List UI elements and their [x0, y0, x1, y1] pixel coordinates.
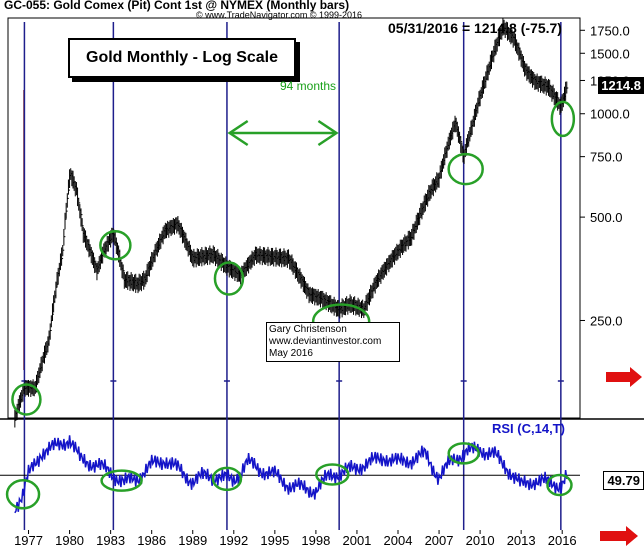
x-tick-label: 1977: [14, 533, 43, 548]
red-arrow-icon: [600, 526, 638, 546]
rsi-cycle-low-highlight: [315, 463, 350, 486]
credit-date: May 2016: [269, 348, 313, 359]
price-cycle-low-highlight: [550, 100, 576, 138]
x-tick-label: 2010: [466, 533, 495, 548]
chart-title: Gold Monthly - Log Scale: [68, 38, 296, 78]
x-tick-label: 2013: [507, 533, 536, 548]
cycle-span-arrowhead-right: [317, 119, 339, 147]
symbol-header: GC-055: Gold Comex (Pit) Cont 1st @ NYME…: [4, 0, 350, 12]
rsi-line: [14, 435, 568, 514]
x-axis: 1977 1980 1983 1986 1989 1992 1995 1998 2001 2004…: [14, 530, 577, 548]
last-price-tag: 1214.8: [598, 77, 644, 94]
price-tick-label: 1750.0: [590, 23, 630, 38]
x-tick-label: 1980: [55, 533, 84, 548]
rsi-cycle-low-highlight: [447, 442, 480, 465]
x-tick-label: 2001: [342, 533, 371, 548]
price-cycle-low-highlight: [11, 383, 42, 416]
price-cycle-low-highlight: [213, 261, 245, 296]
rsi-cycle-low-highlight: [546, 473, 573, 497]
x-tick-label: 1989: [178, 533, 207, 548]
x-tick-label: 2007: [425, 533, 454, 548]
price-tick-label: 500.0: [590, 210, 623, 225]
price-tick-label: 1000.0: [590, 107, 630, 122]
x-tick-label: 1986: [137, 533, 166, 548]
price-tick-label: 1500.0: [590, 46, 630, 61]
rsi-cycle-low-highlight: [100, 469, 143, 492]
rsi-panel: [0, 435, 580, 514]
x-tick-label: 1992: [219, 533, 248, 548]
rsi-cycle-low-highlight: [5, 479, 41, 510]
copyright-text: © www.TradeNavigator.com © 1999-2016: [196, 10, 363, 20]
price-cycle-low-highlight: [99, 230, 132, 261]
cycle-span-arrowhead-left: [227, 119, 249, 147]
x-tick-label: 1998: [301, 533, 330, 548]
rsi-cycle-low-highlight: [211, 466, 243, 492]
price-frame: [7, 17, 581, 419]
price-cycle-low-highlight: [447, 152, 484, 186]
rsi-label: RSI (C,14,T): [492, 421, 565, 436]
overlays: [227, 119, 642, 546]
x-tick-label: 2004: [384, 533, 413, 548]
credit-box: Gary Christenson www.deviantinvestor.com…: [266, 322, 400, 362]
x-tick-label: 2016: [548, 533, 577, 548]
price-tick-label: 750.0: [590, 150, 623, 165]
red-arrow-icon-upper: [606, 367, 642, 387]
credit-name: Gary Christenson: [269, 324, 347, 335]
last-value-line: 05/31/2016 = 1214.8 (-75.7): [388, 20, 562, 36]
x-tick-label: 1983: [96, 533, 125, 548]
x-tick-label: 1995: [260, 533, 289, 548]
credit-site: www.deviantinvestor.com: [269, 336, 382, 347]
cycle-annotation: 94 months: [280, 79, 337, 93]
last-rsi-tag: 49.79: [603, 471, 644, 490]
price-tick-label: 250.0: [590, 313, 623, 328]
